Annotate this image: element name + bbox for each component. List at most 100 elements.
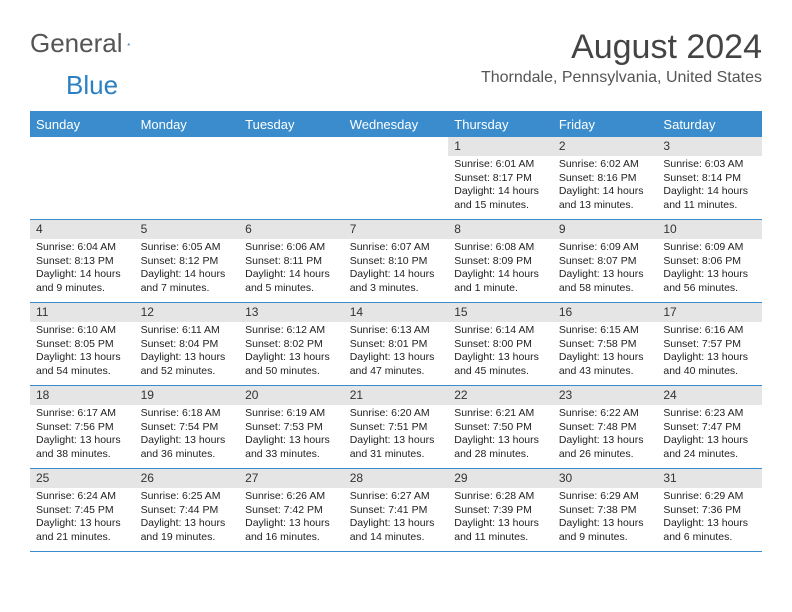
sunrise-text: Sunrise: 6:08 AM	[454, 241, 547, 255]
daylight-text-1: Daylight: 13 hours	[36, 351, 129, 365]
day-info: Sunrise: 6:21 AMSunset: 7:50 PMDaylight:…	[448, 405, 553, 462]
sunset-text: Sunset: 8:09 PM	[454, 255, 547, 269]
title-block: August 2024 Thorndale, Pennsylvania, Uni…	[481, 28, 762, 87]
sunrise-text: Sunrise: 6:14 AM	[454, 324, 547, 338]
calendar-cell: 10Sunrise: 6:09 AMSunset: 8:06 PMDayligh…	[657, 220, 762, 303]
calendar-cell: 28Sunrise: 6:27 AMSunset: 7:41 PMDayligh…	[344, 469, 449, 552]
daylight-text-2: and 31 minutes.	[350, 448, 443, 462]
daylight-text-1: Daylight: 14 hours	[454, 268, 547, 282]
sunrise-text: Sunrise: 6:27 AM	[350, 490, 443, 504]
daylight-text-1: Daylight: 13 hours	[350, 517, 443, 531]
day-info: Sunrise: 6:25 AMSunset: 7:44 PMDaylight:…	[135, 488, 240, 545]
day-info: Sunrise: 6:12 AMSunset: 8:02 PMDaylight:…	[239, 322, 344, 379]
sunrise-text: Sunrise: 6:20 AM	[350, 407, 443, 421]
daylight-text-2: and 3 minutes.	[350, 282, 443, 296]
sunrise-text: Sunrise: 6:04 AM	[36, 241, 129, 255]
sunrise-text: Sunrise: 6:12 AM	[245, 324, 338, 338]
daylight-text-1: Daylight: 13 hours	[141, 517, 234, 531]
day-number: 7	[344, 220, 449, 239]
day-number: 19	[135, 386, 240, 405]
calendar-table: 1Sunrise: 6:01 AMSunset: 8:17 PMDaylight…	[30, 137, 762, 552]
daylight-text-2: and 5 minutes.	[245, 282, 338, 296]
calendar-cell: 16Sunrise: 6:15 AMSunset: 7:58 PMDayligh…	[553, 303, 658, 386]
day-info: Sunrise: 6:02 AMSunset: 8:16 PMDaylight:…	[553, 156, 658, 213]
daylight-text-2: and 19 minutes.	[141, 531, 234, 545]
calendar-cell: 5Sunrise: 6:05 AMSunset: 8:12 PMDaylight…	[135, 220, 240, 303]
day-number: 30	[553, 469, 658, 488]
logo-text-a: General	[30, 28, 123, 59]
daylight-text-2: and 9 minutes.	[36, 282, 129, 296]
day-number: 25	[30, 469, 135, 488]
day-number: 12	[135, 303, 240, 322]
sunset-text: Sunset: 7:44 PM	[141, 504, 234, 518]
daylight-text-2: and 38 minutes.	[36, 448, 129, 462]
sunrise-text: Sunrise: 6:28 AM	[454, 490, 547, 504]
day-number: 23	[553, 386, 658, 405]
sunset-text: Sunset: 7:47 PM	[663, 421, 756, 435]
sunrise-text: Sunrise: 6:24 AM	[36, 490, 129, 504]
calendar-cell: 19Sunrise: 6:18 AMSunset: 7:54 PMDayligh…	[135, 386, 240, 469]
daylight-text-2: and 36 minutes.	[141, 448, 234, 462]
sunset-text: Sunset: 7:50 PM	[454, 421, 547, 435]
day-number: 26	[135, 469, 240, 488]
daylight-text-2: and 26 minutes.	[559, 448, 652, 462]
day-info: Sunrise: 6:05 AMSunset: 8:12 PMDaylight:…	[135, 239, 240, 296]
calendar-cell: 23Sunrise: 6:22 AMSunset: 7:48 PMDayligh…	[553, 386, 658, 469]
day-number: 3	[657, 137, 762, 156]
calendar-cell: 9Sunrise: 6:09 AMSunset: 8:07 PMDaylight…	[553, 220, 658, 303]
day-number: 11	[30, 303, 135, 322]
day-info: Sunrise: 6:19 AMSunset: 7:53 PMDaylight:…	[239, 405, 344, 462]
calendar-row: 25Sunrise: 6:24 AMSunset: 7:45 PMDayligh…	[30, 469, 762, 552]
day-info: Sunrise: 6:11 AMSunset: 8:04 PMDaylight:…	[135, 322, 240, 379]
sunrise-text: Sunrise: 6:02 AM	[559, 158, 652, 172]
calendar-cell: 29Sunrise: 6:28 AMSunset: 7:39 PMDayligh…	[448, 469, 553, 552]
day-info: Sunrise: 6:01 AMSunset: 8:17 PMDaylight:…	[448, 156, 553, 213]
daylight-text-1: Daylight: 14 hours	[245, 268, 338, 282]
daylight-text-2: and 9 minutes.	[559, 531, 652, 545]
daylight-text-2: and 14 minutes.	[350, 531, 443, 545]
calendar-cell: 8Sunrise: 6:08 AMSunset: 8:09 PMDaylight…	[448, 220, 553, 303]
daylight-text-1: Daylight: 13 hours	[663, 268, 756, 282]
day-header-row: SundayMondayTuesdayWednesdayThursdayFrid…	[30, 113, 762, 137]
sunrise-text: Sunrise: 6:06 AM	[245, 241, 338, 255]
sunset-text: Sunset: 8:14 PM	[663, 172, 756, 186]
day-number: 17	[657, 303, 762, 322]
sunset-text: Sunset: 8:05 PM	[36, 338, 129, 352]
daylight-text-2: and 28 minutes.	[454, 448, 547, 462]
calendar-cell: 6Sunrise: 6:06 AMSunset: 8:11 PMDaylight…	[239, 220, 344, 303]
calendar-cell: 22Sunrise: 6:21 AMSunset: 7:50 PMDayligh…	[448, 386, 553, 469]
calendar-row: 1Sunrise: 6:01 AMSunset: 8:17 PMDaylight…	[30, 137, 762, 220]
day-number: 13	[239, 303, 344, 322]
day-number: 14	[344, 303, 449, 322]
day-info: Sunrise: 6:18 AMSunset: 7:54 PMDaylight:…	[135, 405, 240, 462]
daylight-text-2: and 40 minutes.	[663, 365, 756, 379]
daylight-text-1: Daylight: 13 hours	[663, 517, 756, 531]
sunset-text: Sunset: 8:10 PM	[350, 255, 443, 269]
daylight-text-1: Daylight: 13 hours	[559, 268, 652, 282]
daylight-text-1: Daylight: 13 hours	[350, 434, 443, 448]
calendar-cell	[135, 137, 240, 220]
sunset-text: Sunset: 8:13 PM	[36, 255, 129, 269]
page-title: August 2024	[481, 28, 762, 67]
sunrise-text: Sunrise: 6:29 AM	[663, 490, 756, 504]
sunset-text: Sunset: 8:07 PM	[559, 255, 652, 269]
sunrise-text: Sunrise: 6:10 AM	[36, 324, 129, 338]
calendar-cell: 21Sunrise: 6:20 AMSunset: 7:51 PMDayligh…	[344, 386, 449, 469]
calendar-cell	[344, 137, 449, 220]
daylight-text-1: Daylight: 13 hours	[36, 434, 129, 448]
day-info: Sunrise: 6:29 AMSunset: 7:38 PMDaylight:…	[553, 488, 658, 545]
calendar-cell: 27Sunrise: 6:26 AMSunset: 7:42 PMDayligh…	[239, 469, 344, 552]
day-info: Sunrise: 6:14 AMSunset: 8:00 PMDaylight:…	[448, 322, 553, 379]
daylight-text-1: Daylight: 13 hours	[663, 351, 756, 365]
daylight-text-2: and 16 minutes.	[245, 531, 338, 545]
calendar-cell: 14Sunrise: 6:13 AMSunset: 8:01 PMDayligh…	[344, 303, 449, 386]
day-number: 10	[657, 220, 762, 239]
calendar-cell: 30Sunrise: 6:29 AMSunset: 7:38 PMDayligh…	[553, 469, 658, 552]
day-info: Sunrise: 6:07 AMSunset: 8:10 PMDaylight:…	[344, 239, 449, 296]
sunrise-text: Sunrise: 6:19 AM	[245, 407, 338, 421]
calendar-cell: 7Sunrise: 6:07 AMSunset: 8:10 PMDaylight…	[344, 220, 449, 303]
sunset-text: Sunset: 8:17 PM	[454, 172, 547, 186]
daylight-text-1: Daylight: 14 hours	[454, 185, 547, 199]
daylight-text-2: and 33 minutes.	[245, 448, 338, 462]
sunset-text: Sunset: 7:51 PM	[350, 421, 443, 435]
